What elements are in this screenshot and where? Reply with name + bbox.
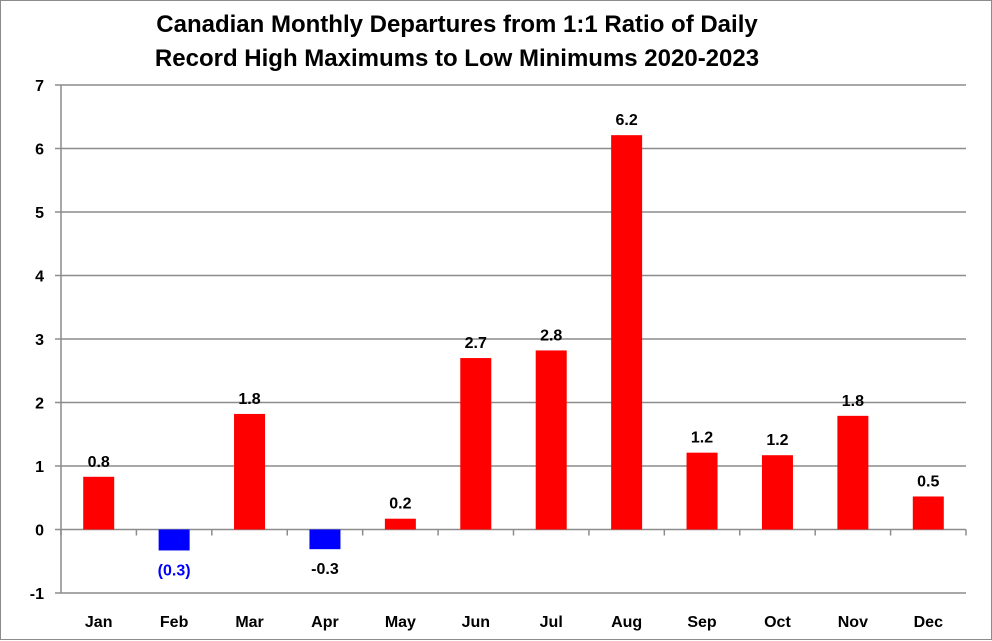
- y-tick-label: 5: [35, 205, 44, 222]
- data-labels: 0.8 (0.3) 1.8 -0.3 0.2 2.7 2.8 6.2 1.2 1.2 1.8 0.5: [88, 112, 940, 579]
- x-tick-label-aug: Aug: [611, 614, 642, 631]
- x-tick-labels: Jan Feb Mar Apr May Jun Jul Aug Sep Oct Nov Dec: [85, 614, 943, 631]
- data-label-aug: 6.2: [616, 112, 638, 129]
- y-tick-labels: -1 0 1 2 3 4 5 6 7: [30, 78, 44, 603]
- x-tick-label-nov: Nov: [838, 614, 868, 631]
- bar-sep: [686, 452, 718, 530]
- data-label-sep: 1.2: [691, 430, 713, 447]
- data-label-jun: 2.7: [465, 335, 487, 352]
- bars: [83, 135, 944, 551]
- y-tick-label: 4: [35, 269, 44, 286]
- x-tick-label-feb: Feb: [160, 614, 189, 631]
- gridlines: [61, 84, 966, 594]
- chart-title-line-1: Canadian Monthly Departures from 1:1 Rat…: [156, 11, 758, 38]
- x-tick-label-apr: Apr: [311, 614, 339, 631]
- x-tick-label-dec: Dec: [914, 614, 943, 631]
- bar-feb: [158, 529, 190, 551]
- bar-jul: [535, 350, 567, 530]
- bar-dec: [912, 496, 944, 530]
- chart-title-line-2: Record High Maximums to Low Minimums 202…: [155, 45, 759, 72]
- y-tick-label: -1: [30, 586, 44, 603]
- bar-may: [384, 518, 416, 530]
- y-tick-label: 1: [35, 459, 44, 476]
- y-tick-label: 3: [35, 332, 44, 349]
- bar-jun: [460, 358, 492, 530]
- bar-oct: [761, 455, 793, 530]
- data-label-mar: 1.8: [238, 391, 260, 408]
- x-tick-label-may: May: [385, 614, 416, 631]
- x-tick-label-mar: Mar: [235, 614, 263, 631]
- data-label-jul: 2.8: [540, 327, 562, 344]
- bar-nov: [837, 415, 869, 530]
- x-tick-label-jul: Jul: [540, 614, 563, 631]
- x-tick-label-oct: Oct: [764, 614, 791, 631]
- x-tick-label-jan: Jan: [85, 614, 113, 631]
- bar-jan: [83, 476, 115, 530]
- y-tick-label: 7: [35, 78, 44, 95]
- bar-apr: [309, 529, 341, 550]
- data-label-oct: 1.2: [766, 432, 788, 449]
- bar-mar: [234, 413, 266, 530]
- y-tick-label: 0: [35, 523, 44, 540]
- y-tick-label: 2: [35, 396, 44, 413]
- data-label-feb: (0.3): [158, 562, 191, 579]
- axes: [55, 84, 967, 594]
- x-tick-label-jun: Jun: [462, 614, 490, 631]
- y-tick-label: 6: [35, 142, 44, 159]
- bar-aug: [611, 135, 643, 530]
- data-label-jan: 0.8: [88, 454, 110, 471]
- data-label-nov: 1.8: [842, 393, 864, 410]
- x-tick-label-sep: Sep: [687, 614, 717, 631]
- data-label-may: 0.2: [389, 496, 411, 513]
- data-label-dec: 0.5: [917, 473, 939, 490]
- data-label-apr: -0.3: [311, 561, 339, 578]
